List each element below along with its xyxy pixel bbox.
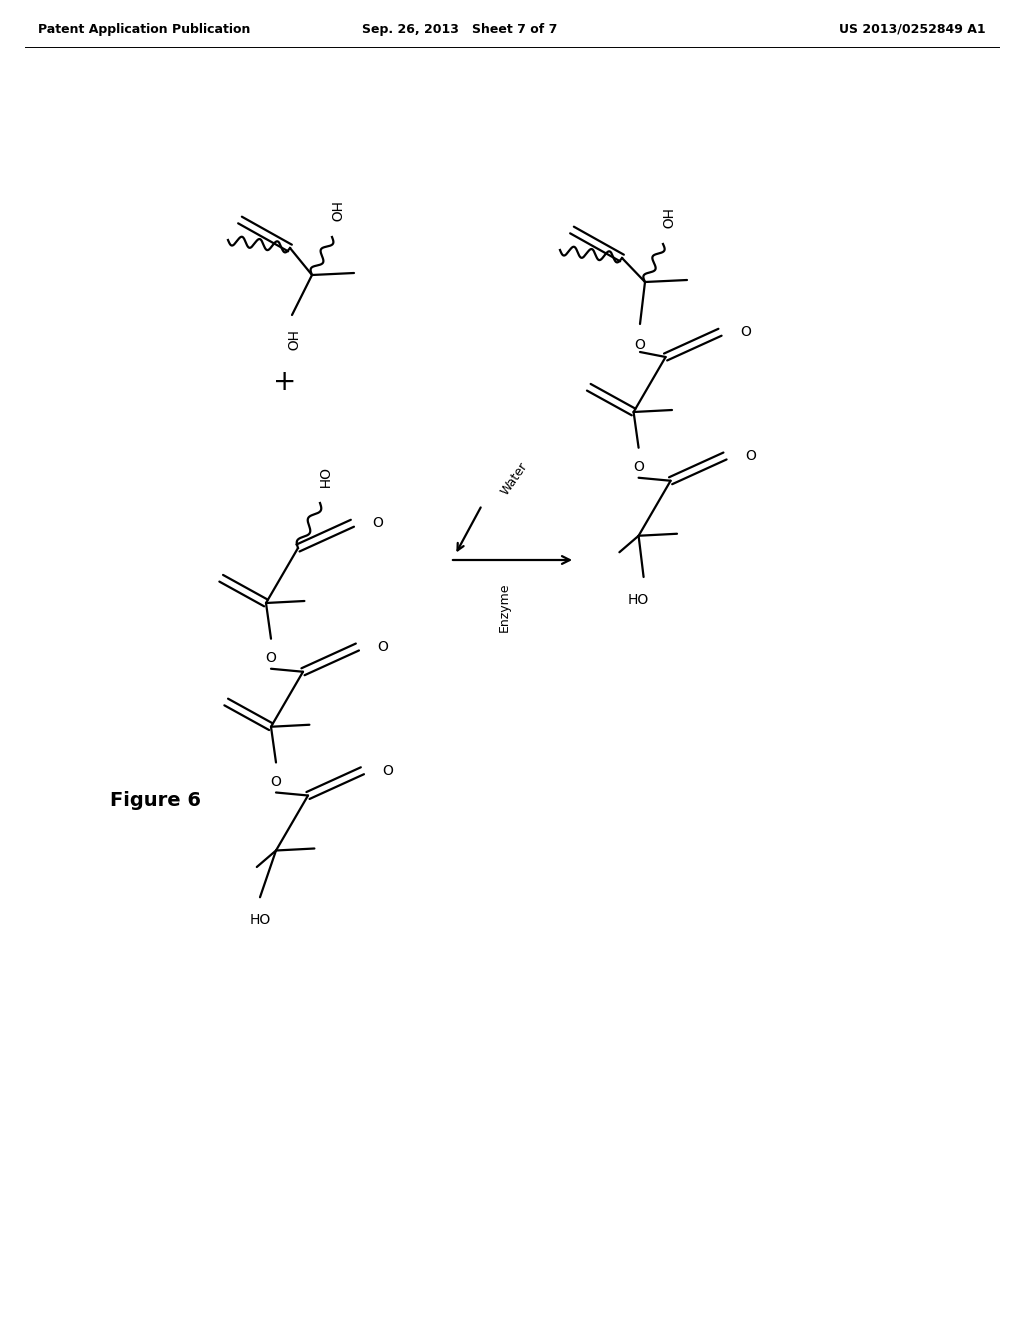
Text: O: O — [378, 640, 388, 653]
Text: O: O — [265, 651, 276, 665]
Text: Enzyme: Enzyme — [498, 582, 511, 631]
Text: HO: HO — [283, 331, 297, 352]
Text: US 2013/0252849 A1: US 2013/0252849 A1 — [840, 22, 986, 36]
Text: HO: HO — [327, 202, 341, 223]
Text: Patent Application Publication: Patent Application Publication — [38, 22, 251, 36]
Text: Figure 6: Figure 6 — [110, 791, 201, 809]
Text: +: + — [273, 368, 297, 396]
Text: O: O — [745, 449, 756, 463]
Text: Water: Water — [498, 461, 530, 498]
Text: O: O — [635, 338, 645, 352]
Text: HO: HO — [658, 209, 672, 230]
Text: HO: HO — [628, 593, 649, 607]
Text: Sep. 26, 2013   Sheet 7 of 7: Sep. 26, 2013 Sheet 7 of 7 — [362, 22, 558, 36]
Text: OH: OH — [315, 467, 329, 488]
Text: O: O — [270, 775, 282, 788]
Text: HO: HO — [250, 913, 270, 927]
Text: O: O — [373, 516, 383, 531]
Text: O: O — [633, 459, 644, 474]
Text: O: O — [382, 764, 393, 777]
Text: O: O — [740, 325, 751, 339]
